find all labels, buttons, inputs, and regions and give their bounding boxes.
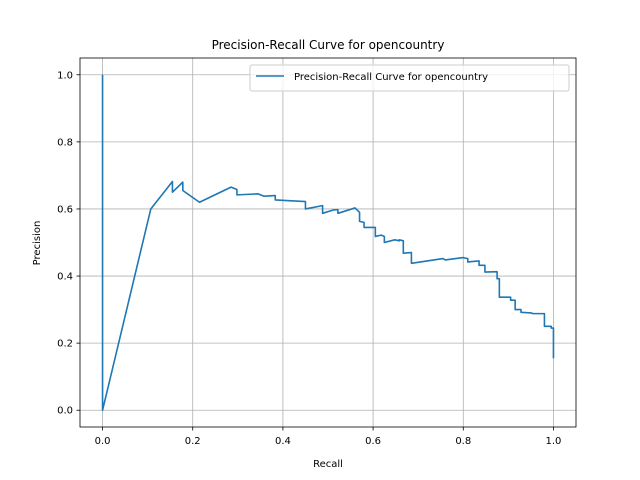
y-tick-label: 0.2 bbox=[57, 339, 73, 350]
grid-lines bbox=[80, 58, 576, 427]
x-tick-label: 0.4 bbox=[275, 436, 291, 447]
legend-label: Precision-Recall Curve for opencountry bbox=[294, 72, 488, 83]
x-tick-label: 0.6 bbox=[365, 436, 381, 447]
y-axis-label: Precision bbox=[32, 221, 43, 266]
x-axis-label: Recall bbox=[313, 459, 343, 470]
plot-area-frame bbox=[79, 57, 577, 428]
x-tick-label: 0.2 bbox=[185, 436, 201, 447]
x-tick-label: 1.0 bbox=[546, 436, 562, 447]
legend-box bbox=[249, 64, 570, 92]
y-tick-label: 0.4 bbox=[57, 272, 73, 283]
axis-ticks: 0.0 0.2 0.4 0.6 0.8 1.0 0.0 0.2 0.4 0.6 0.8 1.0 bbox=[57, 70, 561, 447]
series-layer bbox=[101, 74, 555, 412]
legend: Precision-Recall Curve for opencountry bbox=[249, 64, 570, 92]
y-tick-label: 0.6 bbox=[57, 204, 73, 215]
y-tick-label: 0.8 bbox=[57, 137, 73, 148]
y-tick-label: 0.0 bbox=[57, 406, 73, 417]
precision-recall-line bbox=[101, 74, 555, 412]
y-tick-label: 1.0 bbox=[57, 70, 73, 81]
x-tick-label: 0.0 bbox=[95, 436, 111, 447]
x-tick-label: 0.8 bbox=[455, 436, 471, 447]
chart-title: Precision-Recall Curve for opencountry bbox=[212, 38, 445, 52]
